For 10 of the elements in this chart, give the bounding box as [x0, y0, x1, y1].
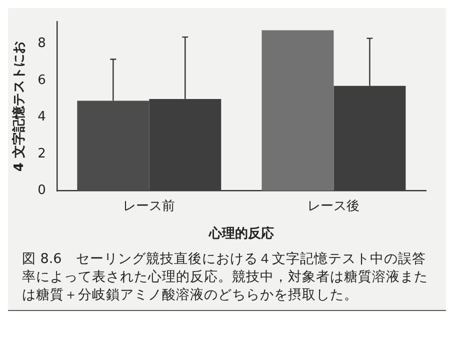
- y-tick-label: 0: [38, 183, 46, 198]
- x-tick-label: レース後: [308, 198, 360, 214]
- x-axis-title: 心理的反応: [208, 226, 274, 242]
- caption: 図 8.6 セーリング競技直後における４文字記憶テスト中の誤答率によって表された心理的反応。競技中，対象者は糖質溶液または糖質＋分岐鎖アミノ酸溶液のどちらかを摂取した。: [8, 246, 446, 311]
- x-tick-label: レース前: [123, 198, 176, 214]
- y-tick-label: 2: [38, 146, 46, 162]
- y-axis-title: 4 文字記憶テストにお: [11, 41, 28, 172]
- y-tick-label: 6: [38, 72, 46, 88]
- y-tick-label: 8: [38, 36, 46, 52]
- y-tick-label: 4: [38, 110, 46, 125]
